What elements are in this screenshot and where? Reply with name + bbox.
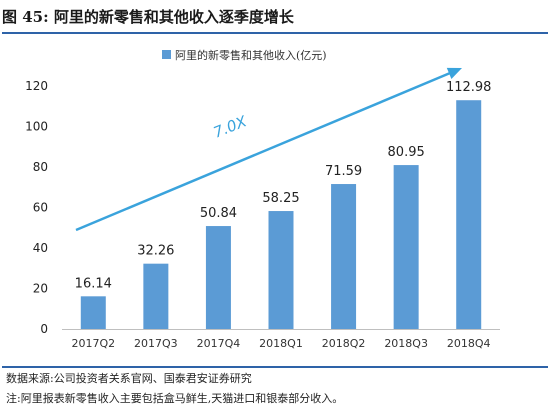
data-label: 71.59 — [325, 164, 362, 179]
x-tick-label: 2018Q1 — [259, 337, 303, 350]
footnote: 注:阿里报表新零售收入主要包括盒马鲜生,天猫进口和银泰部分收入。 — [6, 392, 344, 405]
source-note: 数据来源:公司投资者关系官网、国泰君安证券研究 — [6, 372, 252, 385]
chart-legend: 阿里的新零售和其他收入(亿元) — [162, 48, 327, 62]
y-tick-label: 80 — [33, 160, 48, 174]
data-label: 50.84 — [200, 206, 237, 221]
bar — [205, 226, 231, 329]
data-label: 32.26 — [137, 244, 174, 259]
bar — [268, 211, 294, 329]
data-label: 58.25 — [262, 191, 299, 206]
bar — [80, 296, 106, 329]
growth-multiple-label: 7.0X — [211, 112, 250, 142]
legend-swatch — [162, 50, 171, 59]
y-tick-label: 100 — [25, 120, 48, 134]
footer-divider — [2, 366, 548, 368]
y-tick-label: 40 — [33, 241, 48, 255]
x-tick-label: 2017Q2 — [71, 337, 115, 350]
data-label: 80.95 — [388, 145, 425, 160]
bar — [331, 184, 357, 329]
y-tick-label: 120 — [25, 79, 48, 93]
bar-chart: 阿里的新零售和其他收入(亿元) 0 20 40 60 80 100 120 16.14 32.… — [25, 48, 500, 350]
bar — [393, 165, 419, 329]
x-tick-label: 2018Q4 — [447, 337, 491, 350]
y-axis: 0 20 40 60 80 100 120 — [25, 79, 48, 336]
data-label: 112.98 — [446, 80, 492, 95]
legend-label: 阿里的新零售和其他收入(亿元) — [175, 48, 327, 62]
x-axis: 2017Q2 2017Q3 2017Q4 2018Q1 2018Q2 2018Q3 2018… — [62, 329, 500, 350]
title-divider — [2, 32, 548, 34]
x-tick-label: 2017Q4 — [197, 337, 241, 350]
bars: 16.14 32.26 50.84 58.25 71.59 80.95 112.98 — [75, 80, 492, 329]
x-tick-label: 2017Q3 — [134, 337, 178, 350]
bar — [456, 100, 482, 329]
data-label: 16.14 — [75, 276, 112, 291]
x-tick-label: 2018Q2 — [322, 337, 366, 350]
growth-arrow-head — [446, 67, 462, 79]
bar — [143, 263, 169, 329]
y-tick-label: 0 — [40, 322, 48, 336]
y-tick-label: 60 — [33, 201, 48, 215]
figure-title: 图 45: 阿里的新零售和其他收入逐季度增长 — [2, 8, 294, 26]
x-tick-label: 2018Q3 — [384, 337, 428, 350]
growth-arrow-line — [75, 70, 455, 232]
y-tick-label: 20 — [33, 282, 48, 296]
